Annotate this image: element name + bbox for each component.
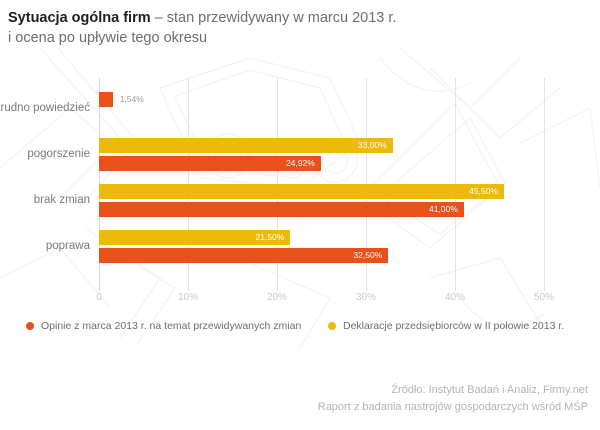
bar-value-label: 24,92% [285, 158, 315, 168]
bar-orange[interactable]: 41,00% [99, 202, 464, 217]
x-axis-tick: 30% [355, 292, 377, 303]
category-label: pogorszenie [27, 148, 90, 160]
bar-orange[interactable]: 32,50% [99, 248, 389, 263]
bar-orange[interactable]: 1,54% [99, 92, 144, 107]
chart-plot-area: trudno powiedzieć 1,54% pogorszenie 33,00% 2… [0, 78, 600, 303]
bar-value-label: 32,50% [353, 250, 383, 260]
legend-item[interactable]: Opinie z marca 2013 r. na temat przewidy… [26, 320, 301, 332]
x-axis-tick: 50% [533, 292, 555, 303]
x-axis-tick: 20% [266, 292, 288, 303]
category-label: brak zmian [33, 194, 90, 206]
x-axis-tick: 10% [177, 292, 199, 303]
chart-footer: Źródło: Instytut Badań i Analiz, Firmy.n… [28, 382, 588, 416]
bar-yellow[interactable]: 45,50% [99, 184, 504, 199]
legend-dot-icon [328, 322, 336, 330]
bar-value-label: 45,50% [469, 186, 498, 196]
bar-value-label: 41,00% [429, 204, 458, 214]
bar-orange[interactable]: 24,92% [99, 156, 321, 171]
chart-row: poprawa 21,50% 32,50% [0, 224, 600, 270]
footer-source: Źródło: Instytut Badań i Analiz, Firmy.n… [391, 384, 588, 396]
chart-row: pogorszenie 33,00% 24,92% [0, 132, 600, 178]
category-label: poprawa [45, 240, 90, 252]
legend-label: Deklaracje przedsiębiorców w II połowie … [343, 320, 565, 332]
legend-dot-icon [26, 322, 34, 330]
page-title-strong: Sytuacja ogólna firm [8, 10, 151, 26]
bar-value-label: 33,00% [357, 140, 387, 150]
chart-row: brak zmian 45,50% 41,00% [0, 178, 600, 224]
page-title: Sytuacja ogólna firm – stan przewidywany… [8, 8, 588, 28]
category-label: trudno powiedzieć [0, 102, 90, 114]
bar-yellow[interactable]: 21,50% [99, 230, 291, 245]
bar-value-label: 21,50% [255, 232, 285, 242]
row-bars: 45,50% 41,00% [99, 184, 504, 220]
page-subtitle: i ocena po upływie tego okresu [8, 30, 208, 46]
legend-label: Opinie z marca 2013 r. na temat przewidy… [41, 320, 302, 332]
x-axis-tick: 0 [96, 292, 102, 303]
row-bars: 33,00% 24,92% [99, 138, 393, 174]
x-axis-tick: 40% [444, 292, 466, 303]
bar-yellow[interactable]: 33,00% [99, 138, 393, 153]
row-bars: 21,50% 32,50% [99, 230, 389, 266]
x-axis-tick-labels: 0 10% 20% 30% 40% 50% [0, 292, 600, 310]
chart-legend: Opinie z marca 2013 r. na temat przewidy… [0, 320, 600, 340]
bar-value-label: 1,54% [119, 94, 144, 104]
footer-report: Raport z badania nastrojów gospodarczych… [317, 401, 588, 413]
legend-item[interactable]: Deklaracje przedsiębiorców w II połowie … [328, 320, 564, 332]
chart-title-block: Sytuacja ogólna firm – stan przewidywany… [8, 8, 588, 48]
chart-row: trudno powiedzieć 1,54% [0, 86, 600, 132]
page-title-rest: – stan przewidywany w marcu 2013 r. [150, 10, 397, 26]
row-bars: 1,54% [99, 92, 144, 110]
